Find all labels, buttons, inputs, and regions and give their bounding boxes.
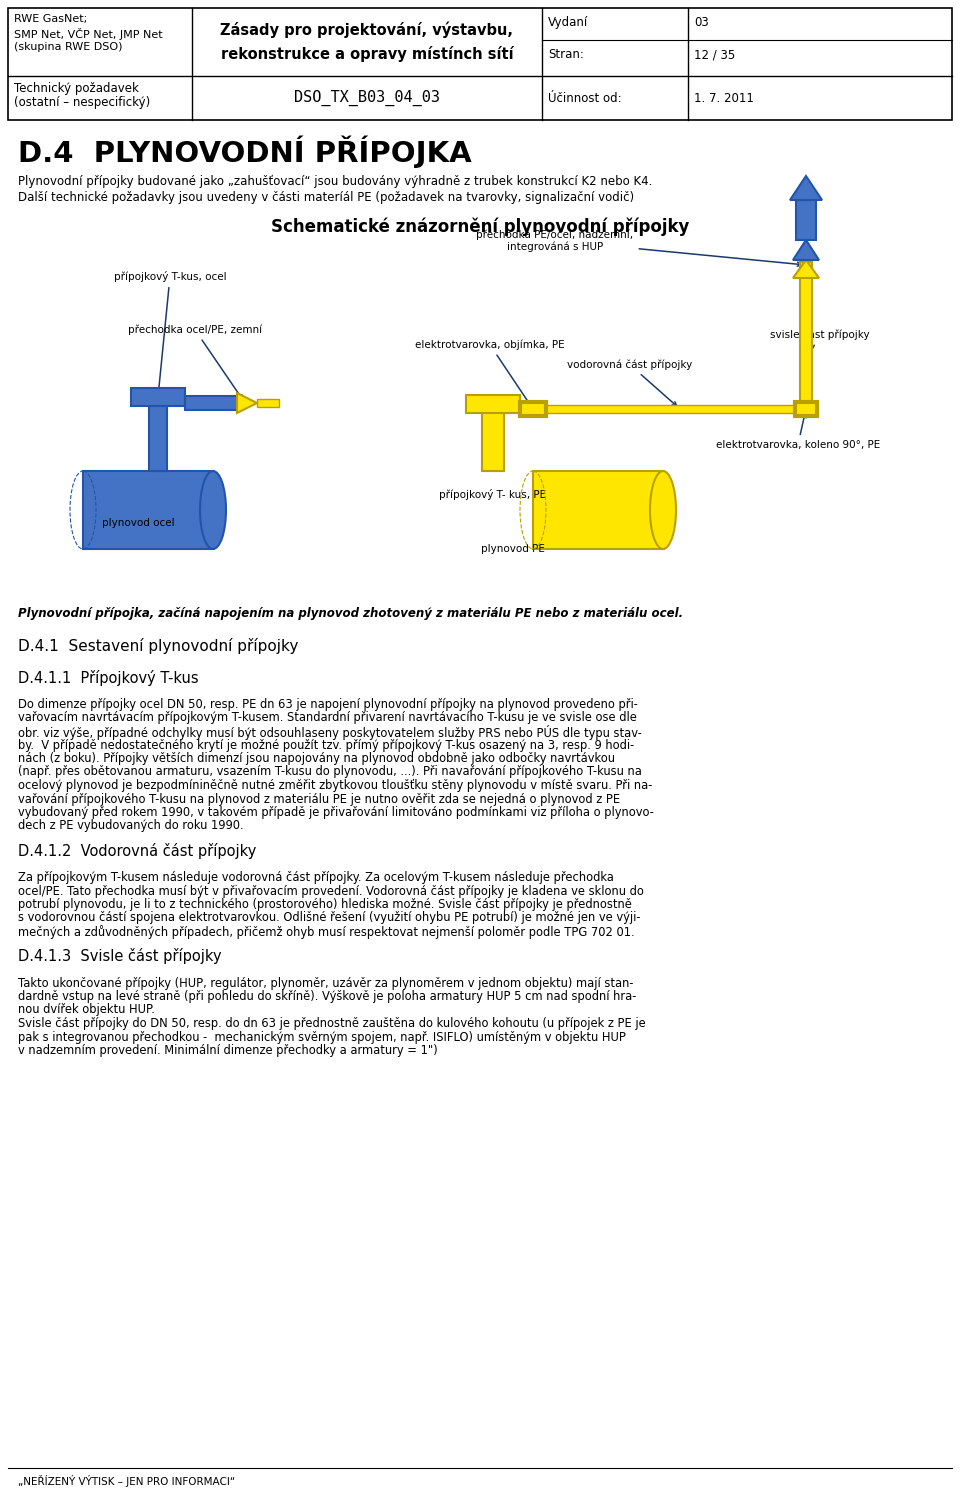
Text: (např. přes obětovanou armaturu, vsazením T-kusu do plynovodu, ...). Při navařov: (např. přes obětovanou armaturu, vsazení…: [18, 766, 642, 778]
Text: D.4  PLYNOVODNÍ PŘÍPOJKA: D.4 PLYNOVODNÍ PŘÍPOJKA: [18, 134, 471, 167]
Text: plynovod PE: plynovod PE: [481, 543, 545, 554]
Text: dech z PE vybudovaných do roku 1990.: dech z PE vybudovaných do roku 1990.: [18, 820, 244, 833]
Polygon shape: [793, 260, 819, 278]
Text: plynovod ocel: plynovod ocel: [102, 518, 175, 529]
Text: obr. viz výše, případné odchylky musí být odsouhlaseny poskytovatelem služby PRS: obr. viz výše, případné odchylky musí bý…: [18, 726, 642, 741]
Text: ocelový plynovod je bezpodmíniněčně nutné změřit zbytkovou tloušťku stěny plynov: ocelový plynovod je bezpodmíniněčně nutn…: [18, 779, 653, 793]
Text: Účinnost od:: Účinnost od:: [548, 91, 622, 105]
Bar: [185, 396, 237, 411]
Bar: [131, 388, 185, 406]
Text: vařování přípojkového T-kusu na plynovod z materiálu PE je nutno ověřit zda se n: vařování přípojkového T-kusu na plynovod…: [18, 793, 620, 806]
Bar: [257, 399, 279, 408]
Text: 12 / 35: 12 / 35: [694, 48, 735, 61]
Text: Plynovodní přípojka, začíná napojením na plynovod zhotovený z materiálu PE nebo : Plynovodní přípojka, začíná napojením na…: [18, 608, 684, 620]
Text: Technický požadavek: Technický požadavek: [14, 82, 139, 96]
Text: Stran:: Stran:: [548, 48, 584, 61]
Text: by.  V případě nedostatečného krytí je možné použít tzv. přímý přípojkový T-kus : by. V případě nedostatečného krytí je mo…: [18, 739, 635, 751]
Text: D.4.1.3  Svisle část přípojky: D.4.1.3 Svisle část přípojky: [18, 948, 222, 964]
Text: (ostatní – nespecifický): (ostatní – nespecifický): [14, 96, 151, 109]
Text: D.4.1  Sestavení plynovodní přípojky: D.4.1 Sestavení plynovodní přípojky: [18, 638, 299, 654]
Text: v nadzemním provedení. Minimální dimenze přechodky a armatury = 1"): v nadzemním provedení. Minimální dimenze…: [18, 1044, 438, 1057]
FancyBboxPatch shape: [83, 470, 213, 549]
Text: Další technické požadavky jsou uvedeny v části materíál PE (požadavek na tvarovk: Další technické požadavky jsou uvedeny v…: [18, 191, 635, 205]
Text: přechodka PE/ocel, nadzemní,
integrováná s HUP: přechodka PE/ocel, nadzemní, integrováná…: [476, 230, 802, 266]
Text: Za přípojkovým T-kusem následuje vodorovná část přípojky. Za ocelovým T-kusem ná: Za přípojkovým T-kusem následuje vodorov…: [18, 870, 613, 884]
Text: RWE GasNet;: RWE GasNet;: [14, 13, 87, 24]
Text: svisle část přípojky: svisle část přípojky: [770, 330, 870, 357]
Text: přechodka ocel/PE, zemní: přechodka ocel/PE, zemní: [128, 324, 262, 399]
Text: nou dvířek objektu HUP.: nou dvířek objektu HUP.: [18, 1003, 155, 1017]
Text: dardně vstup na levé straně (při pohledu do skříně). Výškově je poloha armatury : dardně vstup na levé straně (při pohledu…: [18, 990, 636, 1003]
Text: nách (z boku). Přípojky větších dimenzí jsou napojovány na plynovod obdobně jako: nách (z boku). Přípojky větších dimenzí …: [18, 752, 615, 764]
Text: D.4.1.2  Vodorovná část přípojky: D.4.1.2 Vodorovná část přípojky: [18, 844, 256, 858]
Text: vodorovná část přípojky: vodorovná část přípojky: [567, 360, 692, 406]
Text: vařovacím navrtávacím přípojkovým T-kusem. Standardní přivarení navrtávacího T-k: vařovacím navrtávacím přípojkovým T-kuse…: [18, 712, 636, 724]
Ellipse shape: [200, 470, 226, 549]
Polygon shape: [793, 240, 819, 260]
Text: „NEŘÍZENÝ VÝTISK – JEN PRO INFORMACI“: „NEŘÍZENÝ VÝTISK – JEN PRO INFORMACI“: [18, 1475, 235, 1487]
Ellipse shape: [650, 470, 676, 549]
FancyBboxPatch shape: [533, 470, 663, 549]
Text: potrubí plynovodu, je li to z technického (prostorového) hlediska možné. Svisle : potrubí plynovodu, je li to z technickéh…: [18, 897, 632, 911]
Polygon shape: [790, 176, 822, 200]
Text: Vydaní: Vydaní: [548, 16, 588, 28]
Text: ocel/PE. Tato přechodka musí být v přivařovacím provedení. Vodorovná část přípoj: ocel/PE. Tato přechodka musí být v přiva…: [18, 884, 644, 897]
Text: 1. 7. 2011: 1. 7. 2011: [694, 91, 754, 105]
Text: Zásady pro projektování, výstavbu,
rekonstrukce a opravy místínch sítí: Zásady pro projektování, výstavbu, rekon…: [221, 22, 514, 63]
Text: D.4.1.1  Přípojkový T-kus: D.4.1.1 Přípojkový T-kus: [18, 670, 199, 685]
Polygon shape: [237, 393, 257, 414]
Bar: [796, 200, 816, 240]
Text: přípojkový T- kus, PE: přípojkový T- kus, PE: [440, 490, 546, 500]
Bar: [546, 405, 795, 414]
Bar: [149, 403, 167, 470]
Bar: [520, 402, 546, 417]
Text: (skupina RWE DSO): (skupina RWE DSO): [14, 42, 123, 52]
Text: 03: 03: [694, 16, 708, 28]
Text: Do dimenze přípojky ocel DN 50, resp. PE dn 63 je napojení plynovodní přípojky n: Do dimenze přípojky ocel DN 50, resp. PE…: [18, 699, 637, 711]
Text: s vodorovnou částí spojena elektrotvarovkou. Odlišné řešení (využití ohybu PE po: s vodorovnou částí spojena elektrotvarov…: [18, 912, 640, 924]
Text: mečných a zdůvodněných případech, přičemž ohyb musí respektovat nejmenší poloměr: mečných a zdůvodněných případech, přičem…: [18, 926, 635, 939]
Text: SMP Net, VČP Net, JMP Net: SMP Net, VČP Net, JMP Net: [14, 28, 162, 40]
Bar: [8, 7, 952, 119]
Text: Takto ukončované přípojky (HUP, regulátor, plynoměr, uzávěr za plynoměrem v jedn: Takto ukončované přípojky (HUP, reguláto…: [18, 976, 634, 990]
Text: Schematické znázornění plynovodní přípojky: Schematické znázornění plynovodní přípoj…: [271, 218, 689, 236]
Bar: [466, 396, 520, 414]
Text: Plynovodní přípojky budované jako „zahušťovací“ jsou budovány výhradně z trubek : Plynovodní přípojky budované jako „zahuš…: [18, 175, 653, 188]
Text: vybudovaný před rokem 1990, v takovém případě je přivařování limitováno podmínka: vybudovaný před rokem 1990, v takovém př…: [18, 806, 654, 820]
Text: přípojkový T-kus, ocel: přípojkový T-kus, ocel: [113, 272, 227, 393]
Text: elektrotvarovka, objímka, PE: elektrotvarovka, objímka, PE: [415, 339, 564, 405]
Bar: [482, 411, 504, 470]
Bar: [795, 402, 817, 417]
Bar: [800, 261, 812, 402]
Text: Svisle část přípojky do DN 50, resp. do dn 63 je přednostně zauštěna do kulového: Svisle část přípojky do DN 50, resp. do …: [18, 1017, 646, 1030]
Text: elektrotvarovka, koleno 90°, PE: elektrotvarovka, koleno 90°, PE: [716, 414, 880, 449]
Text: pak s integrovanou přechodkou -  mechanickým svěrným spojem, např. ISIFLO) umíst: pak s integrovanou přechodkou - mechanic…: [18, 1030, 626, 1044]
Text: DSO_TX_B03_04_03: DSO_TX_B03_04_03: [294, 90, 440, 106]
